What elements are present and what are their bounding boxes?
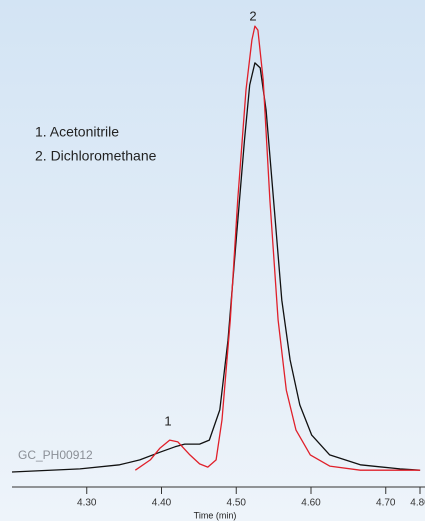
x-tick-label: 4.30 [77,498,97,509]
line [11,62,421,473]
legend-text: 1. Acetonitrile [35,124,119,140]
peak-label: 1 [164,413,171,428]
x-tick-label: 4.80 [410,498,425,509]
x-tick-label: 4.40 [152,498,172,509]
legend-text: 2. Dichloromethane [35,148,157,164]
annotation: GC_PH00912 [18,448,93,462]
x-tick-label: 4.60 [301,498,321,509]
x-tick-label: 4.50 [227,498,247,509]
x-axis-label: Time (min) [194,510,237,520]
line [134,25,421,471]
peak-label: 2 [249,8,256,23]
x-tick-label: 4.70 [376,498,396,509]
